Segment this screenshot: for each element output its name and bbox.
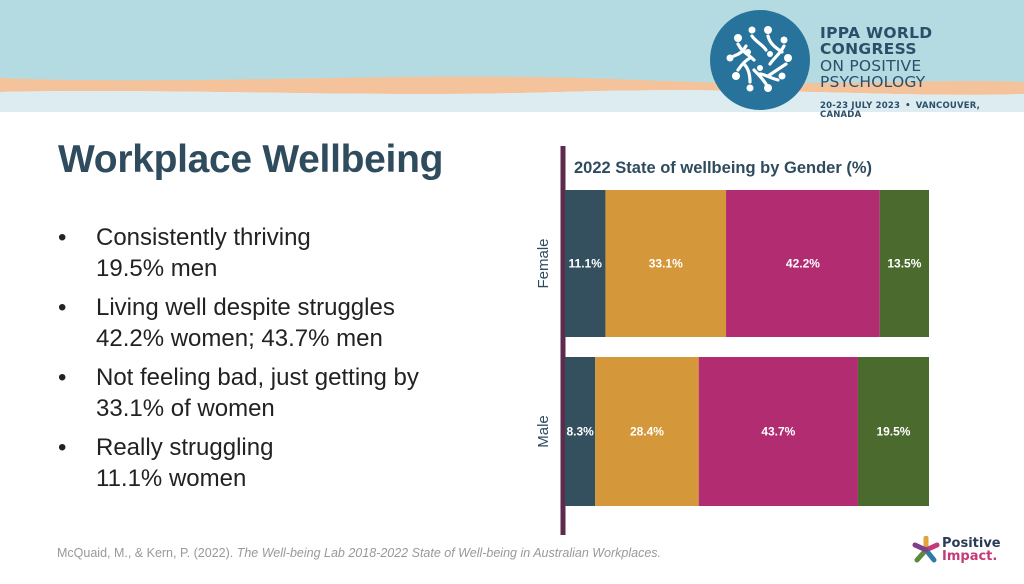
bullet-heading: Really struggling	[96, 434, 274, 461]
category-label-female: Female	[535, 238, 552, 288]
bar-segment-female-1	[565, 190, 606, 337]
page-title: Workplace Wellbeing	[58, 138, 444, 181]
congress-subtitle: ON POSITIVE PSYCHOLOGY	[820, 56, 926, 91]
positive-impact-logo-icon	[912, 536, 940, 563]
citation: McQuaid, M., & Kern, P. (2022). The Well…	[57, 546, 661, 560]
bar-segment-male-3	[698, 357, 858, 506]
data-label-female-4: 13.5%	[887, 257, 921, 271]
bullet-item: • Consistently thriving 19.5% men	[58, 222, 419, 284]
data-label-male-2: 28.4%	[630, 425, 664, 439]
data-label-male-3: 43.7%	[761, 425, 795, 439]
wellbeing-chart: 2022 State of wellbeing by Gender (%) 11…	[535, 146, 929, 535]
bullet-item: • Living well despite struggles 42.2% wo…	[58, 292, 419, 354]
bullet-dot: •	[58, 224, 67, 251]
bar-segment-male-1	[565, 357, 596, 506]
congress-separator: •	[905, 101, 911, 112]
data-label-female-1: 11.1%	[569, 257, 603, 271]
congress-dates: 20-23 JULY 2023	[820, 101, 901, 112]
congress-title: IPPA WORLD CONGRESS	[820, 24, 933, 59]
data-label-male-4: 19.5%	[876, 425, 910, 439]
category-label-male: Male	[535, 415, 552, 448]
bullet-dot: •	[58, 294, 67, 321]
bar-segment-female-3	[726, 190, 880, 337]
bars-layer: 11.1% 33.1% 42.2% 13.5% Female 8.3% 28.4% 43.7%…	[535, 190, 929, 506]
conference-logo	[710, 10, 810, 110]
bullet-list: • Consistently thriving 19.5% men • Livi…	[58, 222, 419, 502]
data-label-female-2: 33.1%	[649, 257, 683, 271]
bullet-detail: 19.5% men	[96, 255, 218, 282]
citation-work: The Well-being Lab 2018-2022 State of We…	[236, 546, 662, 560]
bullet-detail: 11.1% women	[96, 465, 247, 492]
data-label-male-1: 8.3%	[566, 425, 594, 439]
bar-segment-female-4	[879, 190, 929, 337]
bullet-detail: 42.2% women; 43.7% men	[96, 325, 383, 352]
bullet-heading: Consistently thriving	[96, 224, 311, 251]
bullet-detail: 33.1% of women	[96, 395, 275, 422]
bullet-heading: Living well despite struggles	[96, 294, 395, 321]
logo-line1: Positive	[942, 536, 1001, 551]
bullet-dot: •	[58, 364, 67, 391]
congress-text: IPPA WORLD CONGRESS ON POSITIVE PSYCHOLO…	[820, 25, 1024, 120]
chart-title: 2022 State of wellbeing by Gender (%)	[574, 159, 872, 177]
header-banner	[0, 0, 1024, 112]
bar-segment-male-4	[857, 357, 929, 506]
data-label-female-3: 42.2%	[786, 257, 820, 271]
citation-authors: McQuaid, M., & Kern, P. (2022).	[57, 546, 237, 560]
logo-line2: Impact.	[942, 549, 998, 564]
bullet-item: • Not feeling bad, just getting by 33.1%…	[58, 362, 419, 424]
bar-segment-female-2	[605, 190, 727, 337]
bar-segment-male-2	[595, 357, 699, 506]
positive-impact-wordmark: Positive Impact.	[942, 537, 1001, 563]
congress-dates-location: 20-23 JULY 2023 • VANCOUVER, CANADA	[820, 102, 1024, 120]
bullet-heading: Not feeling bad, just getting by	[96, 364, 419, 391]
congress-location: VANCOUVER, CANADA	[820, 101, 981, 120]
bullet-dot: •	[58, 434, 67, 461]
bullet-item: • Really struggling 11.1% women	[58, 432, 419, 494]
